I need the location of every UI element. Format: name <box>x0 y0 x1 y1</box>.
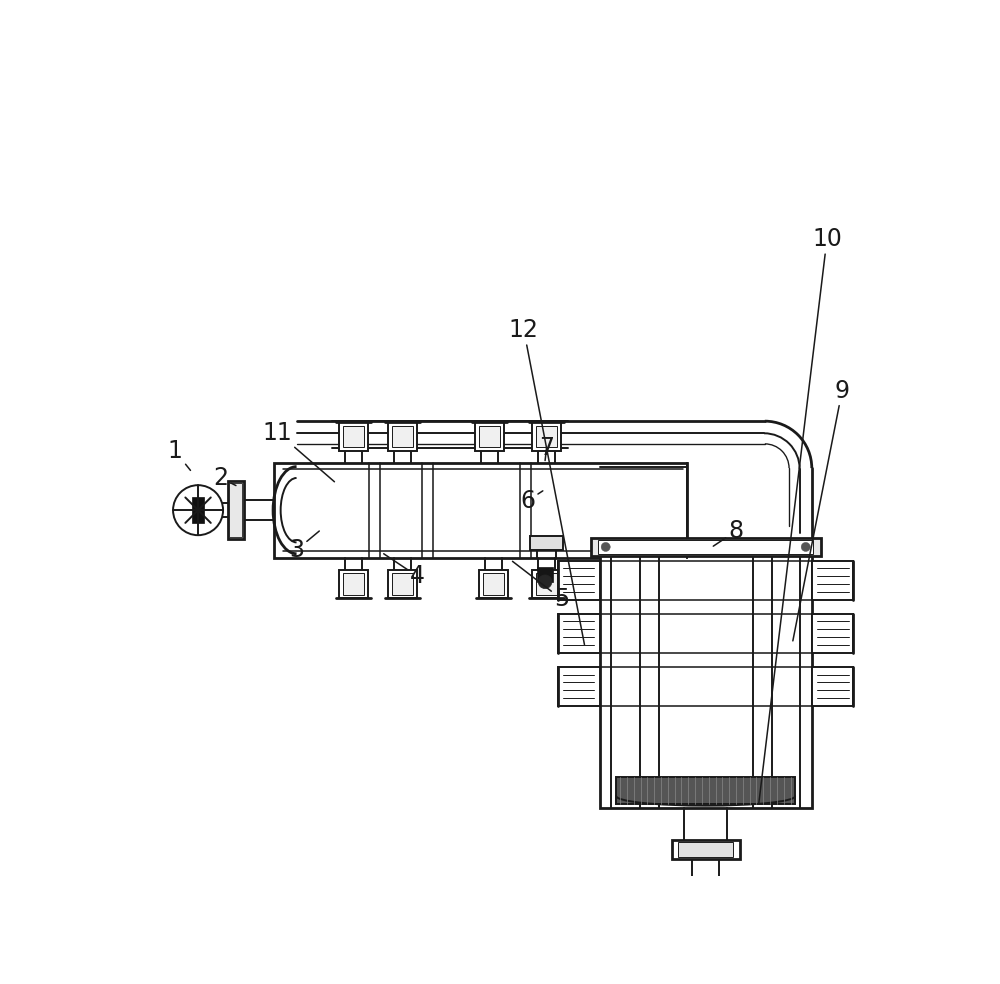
Bar <box>229 483 242 537</box>
Text: 9: 9 <box>793 379 850 641</box>
Bar <box>392 574 413 594</box>
Bar <box>388 570 417 598</box>
Text: 3: 3 <box>289 531 319 562</box>
Circle shape <box>173 485 223 535</box>
Bar <box>812 561 853 600</box>
Bar <box>537 567 553 582</box>
Bar <box>339 570 368 598</box>
Bar <box>228 481 244 539</box>
Text: 8: 8 <box>713 519 744 546</box>
Bar <box>532 422 561 451</box>
Bar <box>558 561 600 600</box>
Bar <box>812 614 853 653</box>
Bar <box>600 542 812 808</box>
Bar <box>532 570 561 598</box>
Text: 10: 10 <box>759 227 842 804</box>
Text: 2: 2 <box>213 466 236 490</box>
Text: 1: 1 <box>168 440 190 470</box>
Text: 4: 4 <box>384 554 425 588</box>
Bar <box>343 426 364 447</box>
Bar <box>591 538 821 556</box>
Circle shape <box>538 575 552 588</box>
Circle shape <box>801 542 810 551</box>
Bar <box>479 426 500 447</box>
Bar <box>558 614 600 653</box>
Bar <box>536 426 557 447</box>
Text: 7: 7 <box>539 436 554 461</box>
Bar <box>536 574 557 594</box>
Bar <box>343 574 364 594</box>
Bar <box>339 422 368 451</box>
Bar <box>558 666 600 707</box>
Bar <box>475 422 504 451</box>
Bar <box>274 462 687 558</box>
Bar <box>192 497 204 523</box>
Text: 5: 5 <box>512 561 569 611</box>
Bar <box>616 777 795 804</box>
Bar <box>483 574 504 594</box>
Text: 11: 11 <box>263 420 334 482</box>
Bar <box>674 939 738 953</box>
Bar <box>812 666 853 707</box>
Text: 12: 12 <box>509 318 584 645</box>
Bar <box>392 426 413 447</box>
Bar <box>700 888 711 909</box>
Bar <box>598 540 813 554</box>
Bar <box>479 570 508 598</box>
Bar <box>672 840 740 859</box>
Bar <box>530 536 563 550</box>
Circle shape <box>684 878 727 920</box>
Circle shape <box>601 542 610 551</box>
Bar <box>678 842 733 857</box>
Bar <box>388 422 417 451</box>
Text: 6: 6 <box>520 489 543 513</box>
